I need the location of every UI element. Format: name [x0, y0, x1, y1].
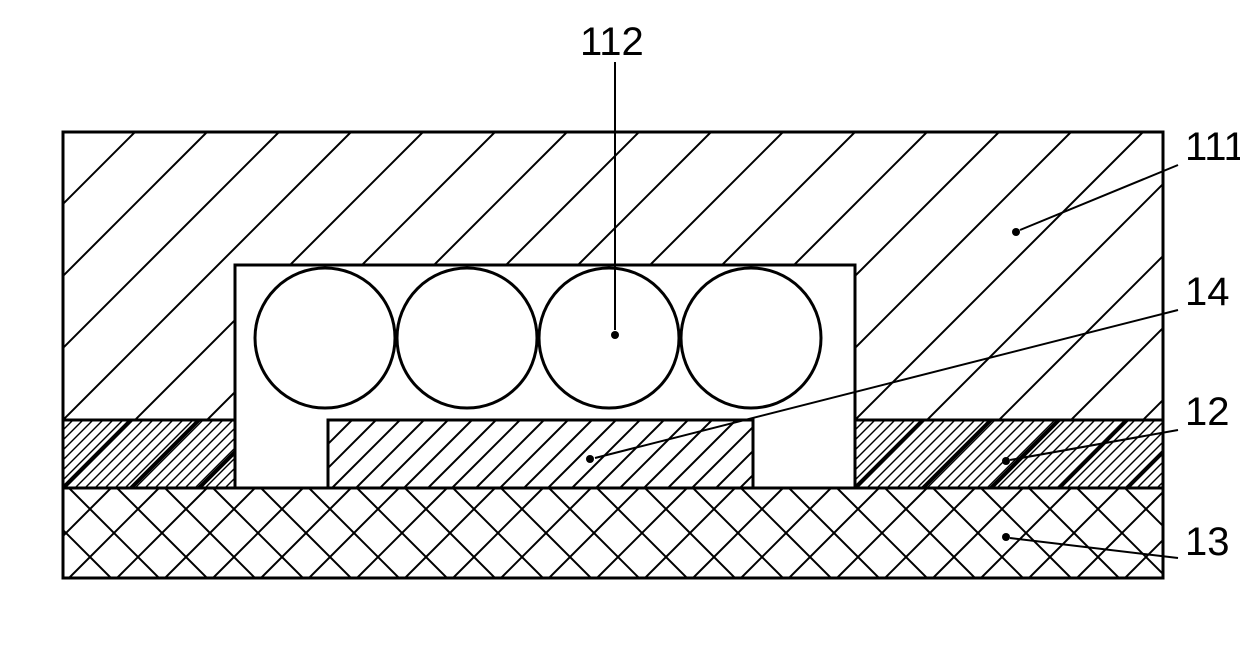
roller-112-1 [255, 268, 395, 408]
leader-dot-111 [1012, 228, 1020, 236]
label-112: 112 [580, 20, 644, 64]
bottom-bg-13 [63, 488, 1163, 578]
leader-dot-14 [586, 455, 594, 463]
leader-dot-13 [1002, 533, 1010, 541]
roller-112-4 [681, 268, 821, 408]
label-111: 111 [1185, 125, 1240, 169]
label-12: 12 [1185, 390, 1230, 434]
label-13: 13 [1185, 520, 1230, 564]
label-14: 14 [1185, 270, 1230, 314]
leader-dot-12 [1002, 457, 1010, 465]
roller-112-2 [397, 268, 537, 408]
chip-bg-14 [328, 420, 753, 488]
leader-dot-112 [611, 331, 619, 339]
roller-112-3 [539, 268, 679, 408]
